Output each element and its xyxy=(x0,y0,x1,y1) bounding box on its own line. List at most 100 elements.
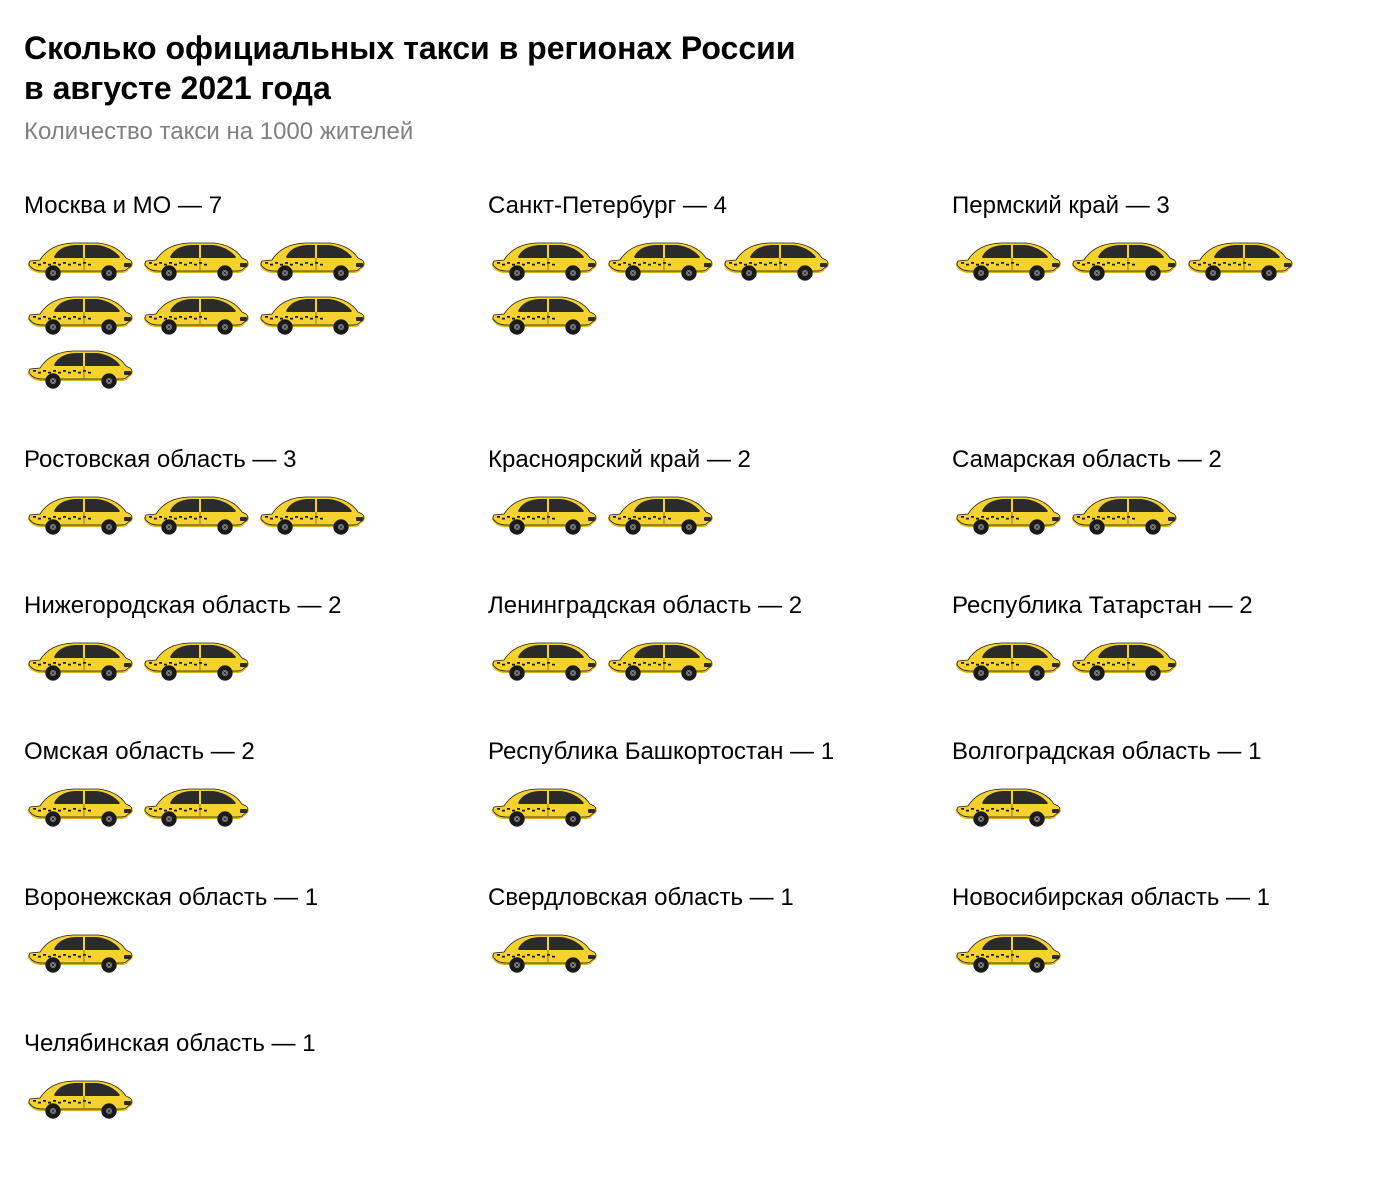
region-count: 1 xyxy=(305,884,318,911)
taxi-icon xyxy=(24,926,134,974)
region-icons xyxy=(952,234,1300,282)
region-label: Ленинградская область — 2 xyxy=(488,592,912,620)
region-name: Челябинская область xyxy=(24,1030,265,1057)
taxi-icon xyxy=(488,780,598,828)
region-icons xyxy=(952,926,1300,974)
region-name: Пермский край xyxy=(952,192,1119,219)
taxi-icon xyxy=(488,634,598,682)
region-name: Красноярский край xyxy=(488,446,700,473)
region-label: Республика Татарстан — 2 xyxy=(952,592,1376,620)
taxi-icon xyxy=(488,926,598,974)
region-label: Пермский край — 3 xyxy=(952,192,1376,220)
region-label: Республика Башкортостан — 1 xyxy=(488,738,912,766)
region-icons xyxy=(488,488,836,536)
region-icons xyxy=(488,926,836,974)
region-cell: Новосибирская область — 1 xyxy=(952,884,1376,974)
separator: — xyxy=(1219,884,1256,911)
region-label: Новосибирская область — 1 xyxy=(952,884,1376,912)
taxi-icon xyxy=(604,234,714,282)
regions-grid: Москва и МО — 7 xyxy=(24,192,1376,1120)
title-line-1: Сколько официальных такси в регионах Рос… xyxy=(24,30,795,66)
region-label: Омская область — 2 xyxy=(24,738,448,766)
separator: — xyxy=(246,446,283,473)
region-icons xyxy=(952,780,1300,828)
separator: — xyxy=(265,1030,302,1057)
taxi-icon xyxy=(140,634,250,682)
region-label: Москва и МО — 7 xyxy=(24,192,448,220)
region-cell: Республика Татарстан — 2 xyxy=(952,592,1376,682)
separator: — xyxy=(743,884,780,911)
region-count: 3 xyxy=(283,446,296,473)
region-count: 1 xyxy=(780,884,793,911)
taxi-icon xyxy=(140,234,250,282)
taxi-icon xyxy=(952,234,1062,282)
taxi-icon xyxy=(1068,234,1178,282)
taxi-icon xyxy=(1068,488,1178,536)
taxi-icon xyxy=(256,288,366,336)
region-cell: Воронежская область — 1 xyxy=(24,884,448,974)
region-cell: Челябинская область — 1 xyxy=(24,1030,448,1120)
region-label: Санкт-Петербург — 4 xyxy=(488,192,912,220)
region-count: 4 xyxy=(714,192,727,219)
taxi-icon xyxy=(952,780,1062,828)
region-name: Новосибирская область xyxy=(952,884,1219,911)
taxi-icon xyxy=(1184,234,1294,282)
region-label: Воронежская область — 1 xyxy=(24,884,448,912)
separator: — xyxy=(1119,192,1156,219)
region-count: 2 xyxy=(328,592,341,619)
region-label: Ростовская область — 3 xyxy=(24,446,448,474)
page-subtitle: Количество такси на 1000 жителей xyxy=(24,118,1376,146)
title-line-2: в августе 2021 года xyxy=(24,70,331,106)
region-cell: Республика Башкортостан — 1 xyxy=(488,738,912,828)
region-count: 1 xyxy=(302,1030,315,1057)
taxi-icon xyxy=(952,926,1062,974)
region-label: Нижегородская область — 2 xyxy=(24,592,448,620)
page-title: Сколько официальных такси в регионах Рос… xyxy=(24,28,1376,108)
separator: — xyxy=(1202,592,1239,619)
region-count: 2 xyxy=(241,738,254,765)
region-cell: Нижегородская область — 2 xyxy=(24,592,448,682)
region-cell: Омская область — 2 xyxy=(24,738,448,828)
region-count: 2 xyxy=(738,446,751,473)
taxi-icon xyxy=(24,780,134,828)
region-cell: Самарская область — 2 xyxy=(952,446,1376,536)
region-icons xyxy=(24,488,372,536)
region-count: 2 xyxy=(789,592,802,619)
taxi-icon xyxy=(604,488,714,536)
separator: — xyxy=(751,592,788,619)
taxi-icon xyxy=(256,488,366,536)
region-name: Волгоградская область xyxy=(952,738,1211,765)
taxi-icon xyxy=(1068,634,1178,682)
taxi-icon xyxy=(140,488,250,536)
region-name: Омская область xyxy=(24,738,204,765)
region-icons xyxy=(488,780,836,828)
region-icons xyxy=(24,234,372,390)
taxi-icon xyxy=(952,634,1062,682)
region-label: Волгоградская область — 1 xyxy=(952,738,1376,766)
taxi-icon xyxy=(24,1072,134,1120)
region-count: 1 xyxy=(1257,884,1270,911)
region-icons xyxy=(488,634,836,682)
region-count: 1 xyxy=(821,738,834,765)
taxi-icon xyxy=(952,488,1062,536)
taxi-icon xyxy=(488,234,598,282)
region-cell: Красноярский край — 2 xyxy=(488,446,912,536)
region-count: 3 xyxy=(1156,192,1169,219)
region-name: Республика Татарстан xyxy=(952,592,1202,619)
region-icons xyxy=(952,634,1300,682)
separator: — xyxy=(1211,738,1248,765)
region-label: Красноярский край — 2 xyxy=(488,446,912,474)
region-icons xyxy=(952,488,1300,536)
region-cell: Пермский край — 3 xyxy=(952,192,1376,390)
region-cell: Москва и МО — 7 xyxy=(24,192,448,390)
region-name: Ростовская область xyxy=(24,446,246,473)
region-cell: Ростовская область — 3 xyxy=(24,446,448,536)
region-count: 2 xyxy=(1208,446,1221,473)
taxi-icon xyxy=(256,234,366,282)
taxi-icon xyxy=(720,234,830,282)
region-name: Воронежская область xyxy=(24,884,267,911)
region-icons xyxy=(24,780,372,828)
region-label: Челябинская область — 1 xyxy=(24,1030,448,1058)
region-name: Республика Башкортостан xyxy=(488,738,783,765)
separator: — xyxy=(291,592,328,619)
